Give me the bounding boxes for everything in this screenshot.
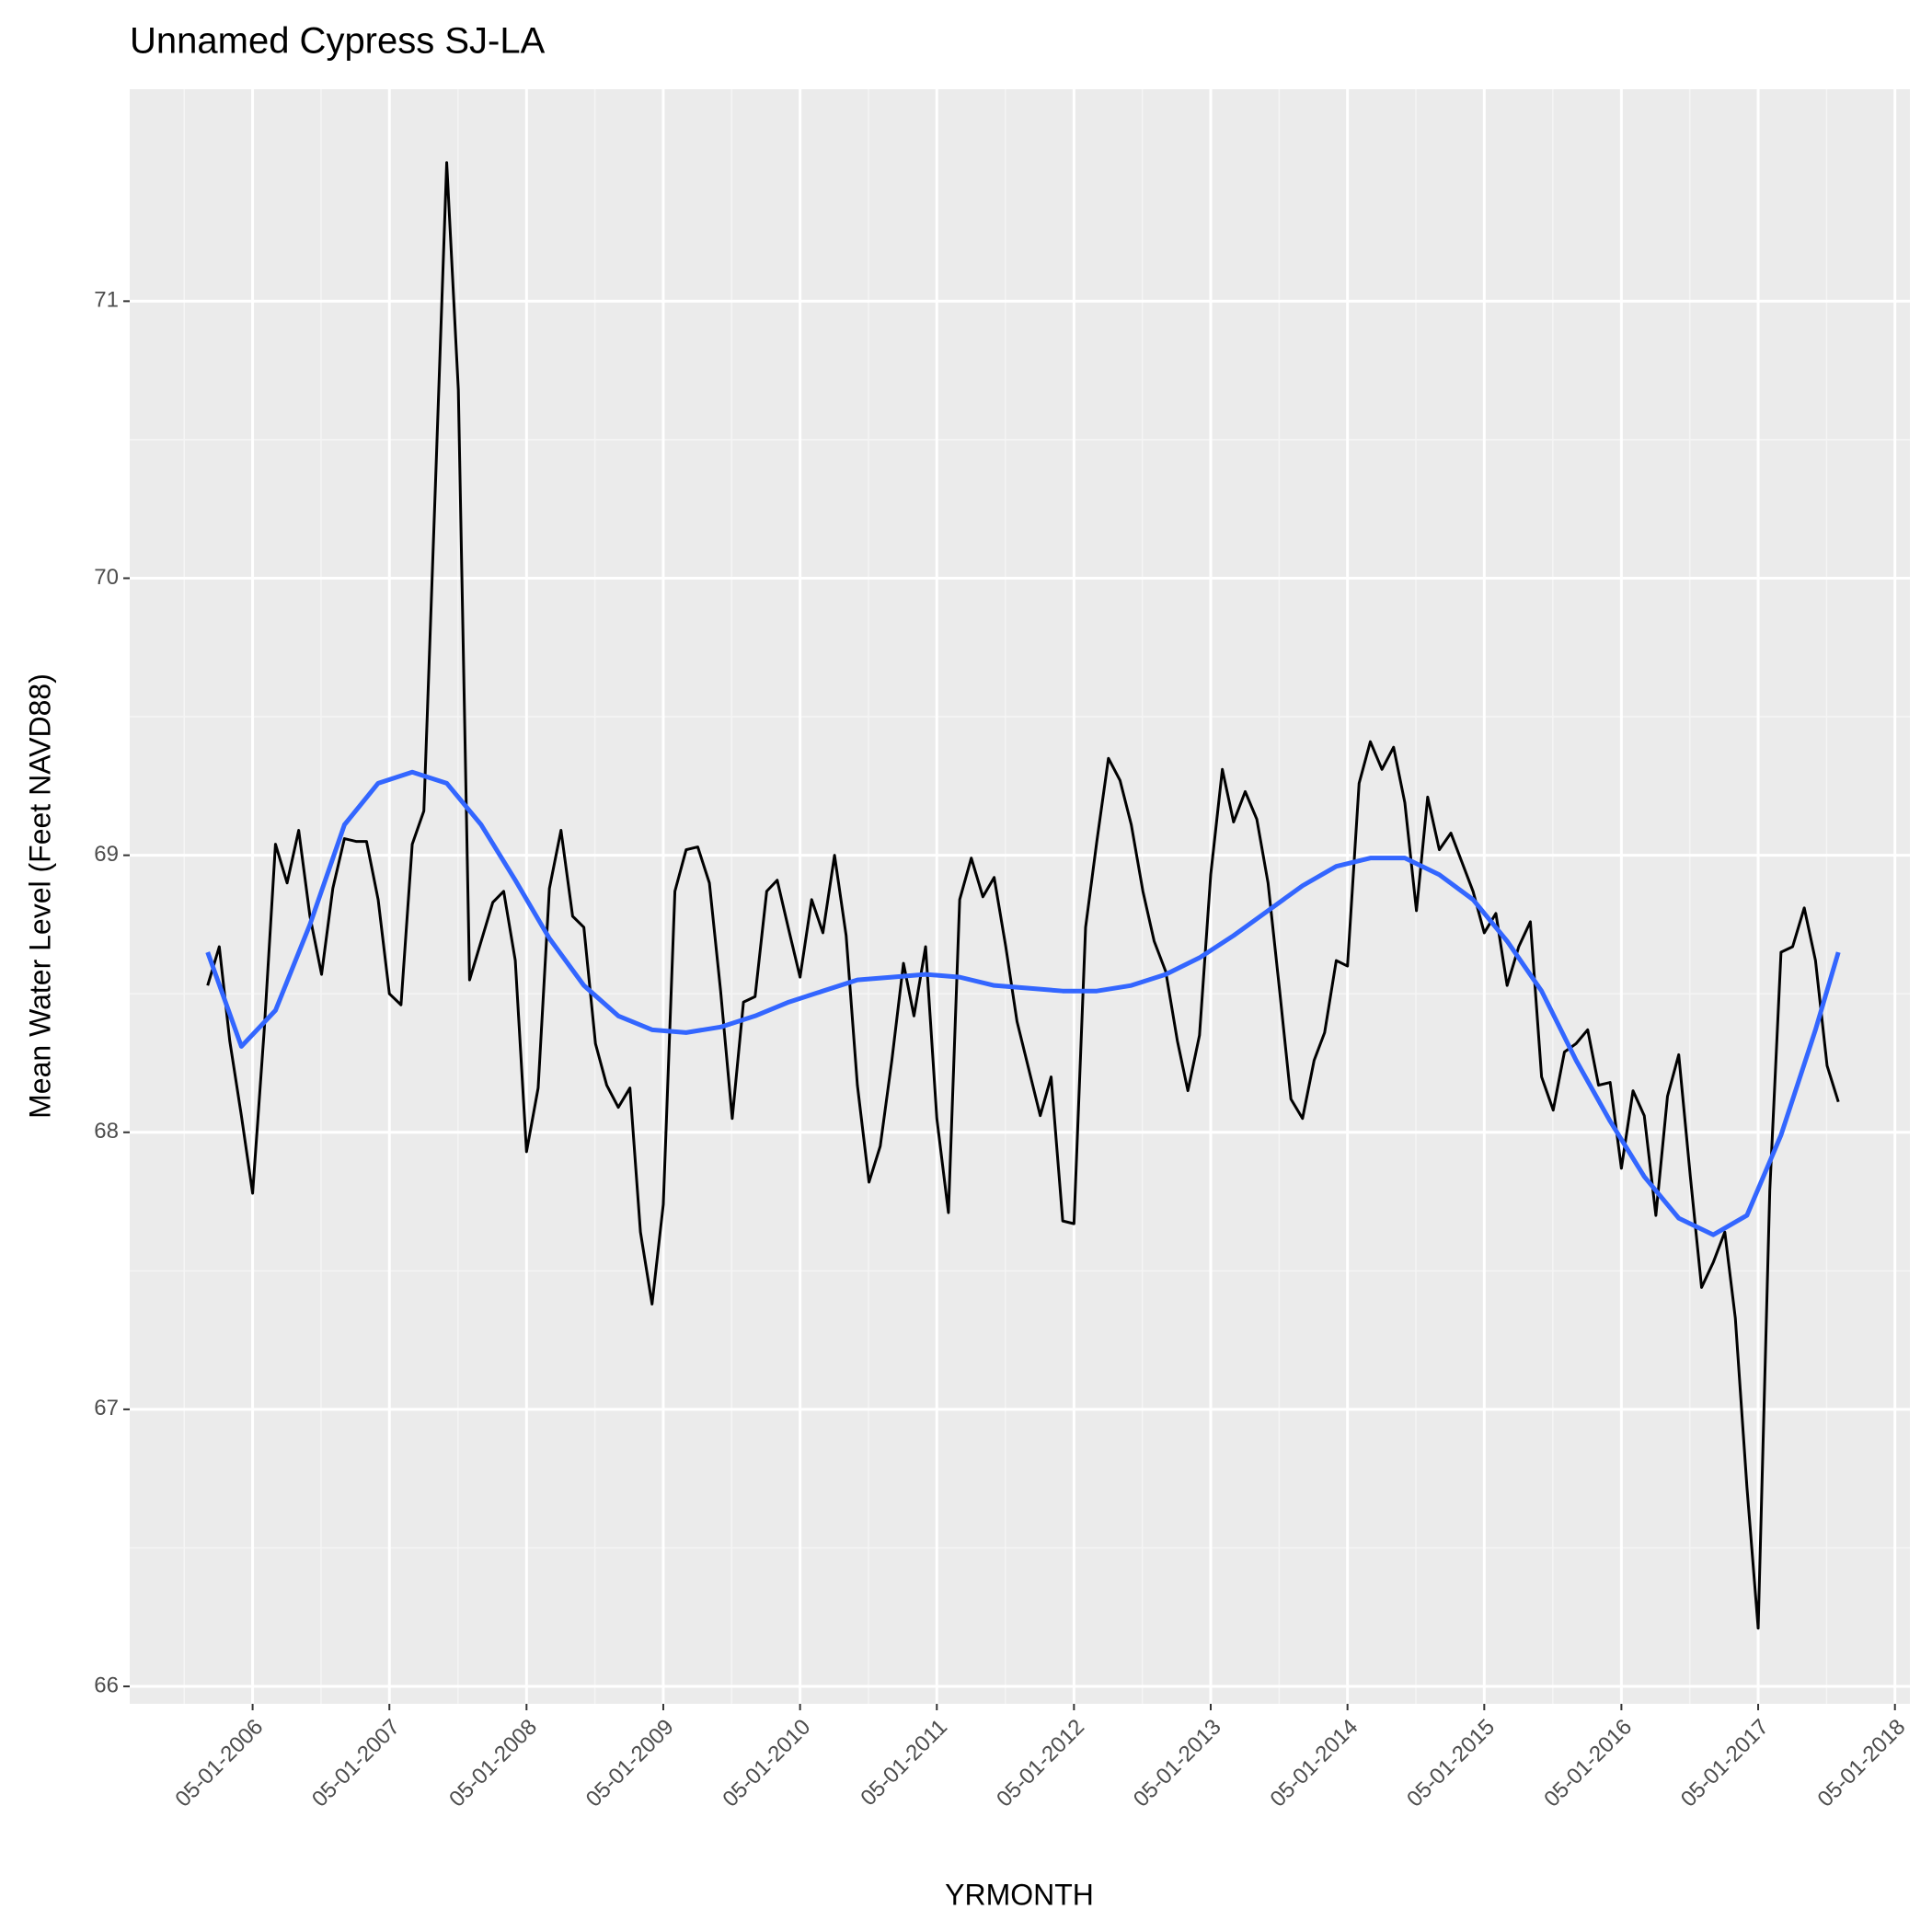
marks [205,161,1841,1630]
grid [130,89,1910,1704]
y-tick-label: 69 [94,842,119,867]
data-line [206,161,1840,1630]
y-tick-label: 68 [94,1119,119,1144]
x-axis-title: YRMONTH [945,1878,1094,1911]
panel [130,89,1910,1704]
y-tick-label: 71 [94,288,119,313]
y-tick-label: 66 [94,1673,119,1697]
smooth-line [205,769,1841,1237]
y-axis-title: Mean Water Level (Feet NAVD88) [23,673,56,1119]
y-tick-label: 70 [94,565,119,590]
chart-title: Unnamed Cypress SJ-LA [130,21,546,62]
y-tick-label: 67 [94,1396,119,1420]
